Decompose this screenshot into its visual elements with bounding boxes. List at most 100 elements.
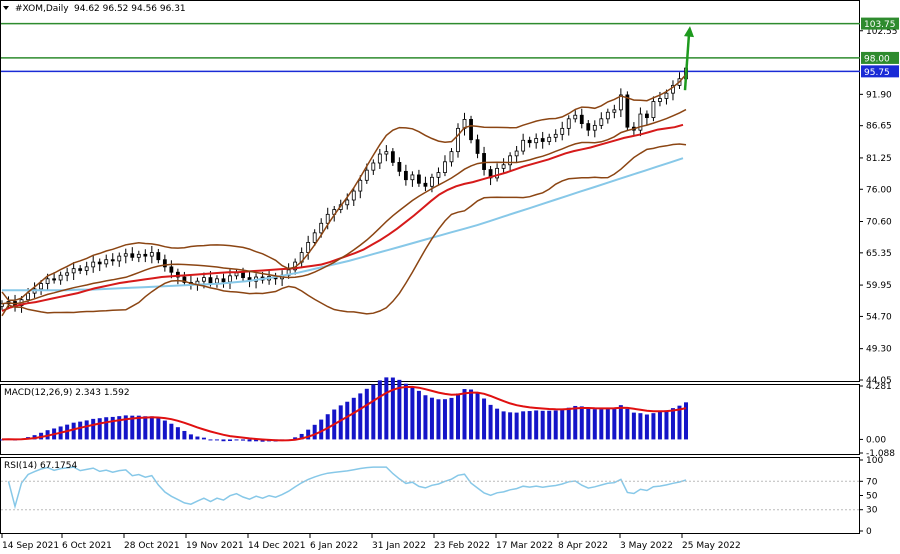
candle-body <box>514 150 519 157</box>
panel-frames <box>0 0 860 534</box>
macd-bar <box>547 410 552 440</box>
price-panel[interactable] <box>0 22 861 317</box>
x-tick-label: 19 Nov 2021 <box>186 541 244 551</box>
y-tick-label: 65.35 <box>866 249 892 259</box>
candle <box>586 120 591 137</box>
rsi-tick-label: 30 <box>866 506 878 516</box>
macd-bar <box>143 416 148 440</box>
macd-tick-label: 4.281 <box>866 382 892 392</box>
macd-bar <box>162 420 167 440</box>
candle-body <box>443 161 447 173</box>
candle <box>436 167 441 185</box>
collapse-triangle-icon[interactable] <box>3 6 9 10</box>
candle-body <box>397 161 402 172</box>
macd-bar <box>97 418 102 440</box>
candle-body <box>175 271 180 278</box>
candle <box>599 112 604 129</box>
candle-body <box>325 213 330 224</box>
macd-bar <box>358 393 363 440</box>
candle-body <box>521 139 526 152</box>
level-price-label: 98.00 <box>864 54 890 64</box>
candle <box>534 133 539 149</box>
candle <box>65 267 70 282</box>
ma-fast-line <box>1 123 684 312</box>
macd-bar <box>260 439 265 442</box>
macd-bar <box>475 392 480 440</box>
candle <box>651 96 656 122</box>
x-tick-label: 6 Jan 2022 <box>310 541 358 551</box>
candle-body <box>39 283 43 290</box>
candle-body <box>123 253 128 257</box>
macd-bar <box>221 439 226 442</box>
candle-body <box>495 167 499 179</box>
candle <box>371 159 376 175</box>
trend-arrow-shaft <box>683 33 691 91</box>
candle <box>162 254 167 272</box>
candle-body <box>599 118 604 126</box>
macd-bar <box>234 439 239 441</box>
macd-bar <box>638 413 643 440</box>
candle <box>312 229 317 246</box>
candle-body <box>469 119 473 141</box>
macd-bar <box>390 377 395 440</box>
candle-body <box>638 113 643 131</box>
candle-body <box>136 253 141 258</box>
candle-body <box>202 277 206 282</box>
candle-body <box>449 151 454 163</box>
candle <box>390 148 395 166</box>
candle-body <box>364 169 369 181</box>
candle <box>645 110 649 125</box>
candle-body <box>71 268 76 274</box>
macd-bar <box>110 416 115 440</box>
candle <box>605 108 610 124</box>
candle <box>84 261 89 276</box>
candle-body <box>84 266 89 271</box>
macd-bar <box>521 411 526 440</box>
trend-arrow-head <box>684 26 694 38</box>
candle-body <box>534 138 539 144</box>
candle-body <box>234 272 239 277</box>
rsi-panel[interactable] <box>1 466 859 511</box>
candle <box>169 260 174 279</box>
macd-bar <box>325 414 330 440</box>
macd-panel[interactable] <box>0 377 688 442</box>
macd-bar <box>456 393 460 440</box>
macd-bar <box>449 397 454 440</box>
macd-bar <box>299 433 304 440</box>
macd-bar <box>338 405 343 440</box>
macd-bar <box>684 402 688 440</box>
candle-body <box>508 155 513 166</box>
candle <box>612 104 617 119</box>
candle-body <box>117 255 122 262</box>
candle <box>527 136 532 148</box>
macd-bar <box>71 422 76 440</box>
candle <box>423 176 428 192</box>
candle <box>397 157 402 177</box>
macd-bar <box>664 410 669 440</box>
rsi-tick-label: 100 <box>866 456 883 466</box>
rsi-tick-label: 50 <box>866 492 878 502</box>
candle <box>351 187 356 206</box>
ohlc-readout: 94.62 96.52 94.56 96.31 <box>74 4 186 14</box>
candle <box>377 148 382 169</box>
candle-body <box>423 182 428 187</box>
candle-body <box>228 275 232 283</box>
macd-bar <box>91 418 96 440</box>
macd-bar <box>670 408 675 440</box>
candle <box>521 133 526 155</box>
candle-body <box>78 268 83 271</box>
candle <box>136 250 141 263</box>
macd-bar <box>605 408 610 440</box>
candle-body <box>658 98 662 102</box>
candle <box>182 271 187 286</box>
candle-body <box>417 174 421 184</box>
candle-body <box>162 259 167 268</box>
macd-bar <box>149 416 154 440</box>
candle-body <box>45 278 50 284</box>
candle <box>495 163 499 182</box>
macd-bar <box>306 429 311 440</box>
candle <box>156 248 161 264</box>
macd-bar <box>612 407 617 440</box>
